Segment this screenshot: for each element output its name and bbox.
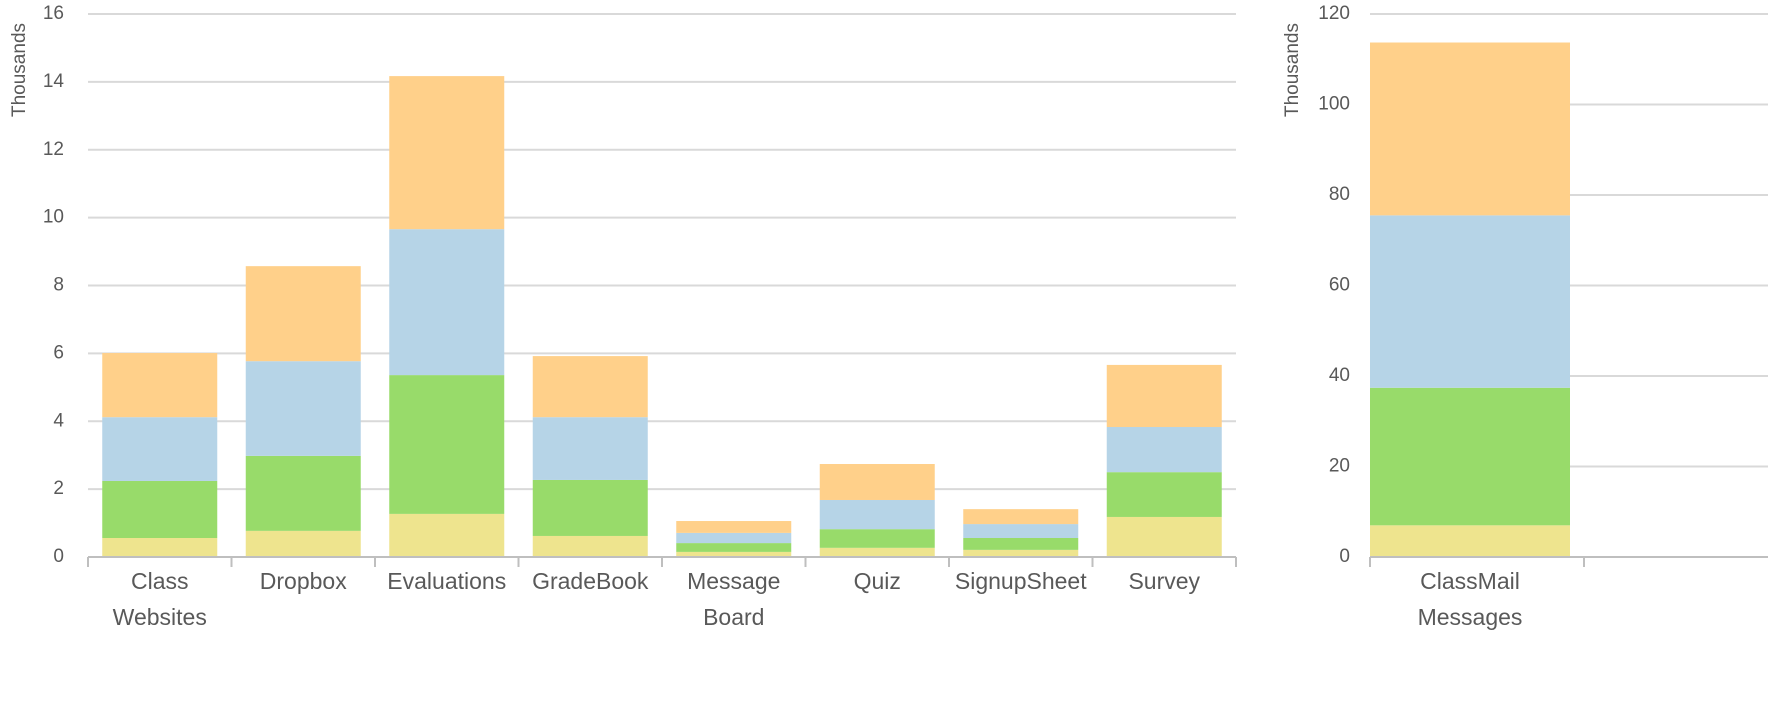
x-tick-label: ClassMail Messages [1418, 568, 1523, 630]
bar-segment [676, 551, 792, 557]
y-tick-label: 80 [1329, 184, 1350, 205]
bar-segment [963, 509, 1079, 525]
y-tick-label: 120 [1318, 3, 1350, 24]
bar-segment [1106, 364, 1222, 428]
bar-segment [819, 499, 935, 530]
y-tick-label: 6 [53, 342, 64, 363]
bar-segment [102, 537, 218, 557]
y-tick-label: 40 [1329, 365, 1350, 386]
bar-segment [676, 521, 792, 533]
y-tick-label: 60 [1329, 275, 1350, 296]
x-tick-label: Quiz [854, 568, 901, 594]
bar-segment [819, 464, 935, 500]
y-tick-label: 0 [1339, 546, 1350, 567]
bar-segment [1370, 42, 1570, 216]
bar-segment [1106, 516, 1222, 557]
bar-segment [245, 530, 361, 557]
bar-segment [676, 532, 792, 544]
bar-segment [102, 353, 218, 418]
bar-segment [1370, 387, 1570, 526]
x-tick-label: Survey [1128, 568, 1200, 594]
bar-segment [819, 529, 935, 548]
bar-segment [963, 537, 1079, 550]
bar-segment [102, 480, 218, 538]
bar-segment [102, 417, 218, 481]
bar-segment [676, 543, 792, 552]
y-tick-label: 2 [53, 478, 64, 499]
bar-segment [532, 417, 648, 480]
bar-segment [963, 549, 1079, 557]
bar-segment [1106, 427, 1222, 473]
bar-segment [389, 513, 505, 557]
bar-segment [532, 535, 648, 557]
y-axis-label: Thousands [9, 23, 30, 117]
bar-segment [532, 479, 648, 536]
bar-segment [245, 455, 361, 531]
y-tick-label: 16 [43, 3, 64, 24]
x-tick-label: GradeBook [532, 568, 649, 594]
bar-segment [245, 266, 361, 362]
bar-segment [1370, 525, 1570, 557]
x-tick-label: Evaluations [387, 568, 506, 594]
bar-segment [1370, 215, 1570, 388]
bar-segment [389, 76, 505, 230]
bar-segment [389, 229, 505, 376]
x-tick-label: SignupSheet [955, 568, 1087, 594]
y-tick-label: 4 [53, 410, 64, 431]
bar-segment [389, 375, 505, 514]
y-tick-label: 8 [53, 275, 64, 296]
x-tick-label: Dropbox [260, 568, 347, 594]
y-tick-label: 100 [1318, 94, 1350, 115]
bar-segment [819, 547, 935, 557]
bar-segment [1106, 472, 1222, 517]
x-tick-label: Message Board [687, 568, 780, 630]
y-tick-label: 0 [53, 546, 64, 567]
bar-segment [532, 356, 648, 418]
y-tick-label: 14 [43, 71, 65, 92]
y-tick-label: 12 [43, 139, 64, 160]
y-axis-label: Thousands [1282, 23, 1303, 117]
x-tick-label: Class Websites [113, 568, 207, 630]
bar-segment [245, 361, 361, 456]
bar-segment [963, 524, 1079, 538]
y-tick-label: 20 [1329, 456, 1350, 477]
y-tick-label: 10 [43, 207, 64, 228]
